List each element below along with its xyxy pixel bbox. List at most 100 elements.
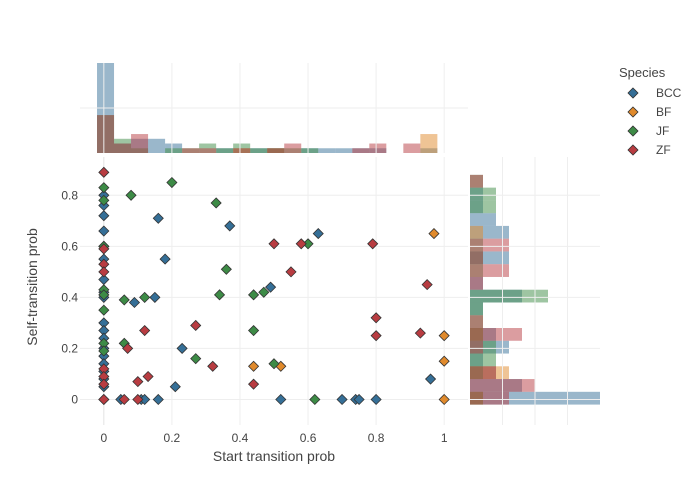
axis-ticks: 0 0.2 0.4 0.6 0.8 1 0 0.2 0.4 0.6 0.8 [61, 188, 448, 445]
scatter-point-jf [213, 289, 226, 301]
scatter-point-bcc [424, 373, 437, 385]
scatter-point-bcc [149, 291, 161, 303]
scatter-point-jf [309, 393, 321, 406]
top-hist-bar [420, 134, 438, 153]
top-hist-bar [369, 143, 387, 153]
x-tick-label: 0 [100, 431, 107, 445]
legend: Species BCC BF JF ZF [619, 65, 682, 157]
top-hist-bar [216, 148, 234, 153]
legend-label-jf: JF [656, 124, 669, 138]
scatter-point-bcc [152, 393, 164, 406]
top-hist-bar [199, 148, 217, 153]
scatter-point-zf [132, 393, 144, 406]
right-hist-bar [470, 302, 483, 316]
scatter-point-bcc [98, 225, 110, 237]
x-tick-label: 0.8 [368, 431, 385, 445]
top-hist-bar [233, 148, 251, 153]
scatter-point-bcc [275, 393, 287, 406]
top-hist-bar [131, 134, 149, 153]
plot-points [98, 166, 450, 406]
scatter-point-jf [190, 353, 202, 365]
right-hist-bar [470, 264, 509, 277]
scatter-point-bf [428, 228, 440, 240]
legend-label-bf: BF [656, 105, 671, 119]
scatter-point-bf [438, 355, 450, 367]
legend-title: Species [619, 65, 666, 80]
legend-marker-bcc [627, 87, 639, 99]
plot-grid [80, 63, 600, 425]
scatter-point-bcc [159, 253, 171, 265]
scatter-point-zf [285, 266, 297, 278]
y-tick-label: 0.4 [61, 290, 78, 304]
scatter-point-zf [98, 378, 110, 390]
top-hist-bar [97, 115, 115, 153]
scatter-point-zf [421, 279, 433, 291]
scatter-point-jf [98, 182, 110, 194]
right-hist-bar [470, 174, 483, 188]
scatter-point-zf [414, 327, 426, 339]
scatter-point-zf [248, 378, 260, 390]
y-tick-label: 0.2 [61, 341, 78, 355]
y-tick-label: 0.8 [61, 188, 78, 202]
scatter-point-zf [139, 324, 151, 337]
scatter-point-zf [98, 266, 110, 278]
right-hist-bar [470, 289, 548, 303]
scatter-point-zf [190, 319, 202, 332]
scatter-point-bcc [224, 220, 236, 232]
right-hist-bar [470, 251, 483, 265]
scatter-point-bcc [152, 212, 164, 224]
legend-label-zf: ZF [656, 143, 671, 157]
scatter-point-bcc [98, 210, 110, 222]
right-hist-bar [470, 225, 483, 239]
scatter-point-jf [98, 304, 110, 316]
scatter-point-jf [220, 263, 232, 275]
top-hist-bar [148, 138, 166, 153]
scatter-point-zf [367, 238, 379, 250]
top-hist-bar [114, 143, 132, 153]
scatter-point-zf [370, 312, 382, 324]
scatter-point-jf [268, 358, 280, 370]
top-hist-bar [284, 143, 302, 153]
scatter-point-zf [142, 370, 154, 383]
right-hist-bar [470, 238, 509, 252]
scatter-point-bf [438, 330, 450, 342]
scatter-point-zf [98, 393, 110, 406]
scatter-point-zf [132, 376, 144, 388]
right-hist-bar [470, 187, 496, 201]
scatter-point-jf [248, 289, 260, 301]
scatter-point-jf [98, 289, 110, 301]
top-hist-bar [301, 148, 319, 153]
scatter-point-jf [210, 197, 222, 209]
scatter-point-bf [438, 393, 450, 406]
x-tick-label: 1 [441, 431, 448, 445]
scatter-point-bcc [176, 342, 188, 354]
scatter-point-jf [98, 194, 110, 206]
scatter-point-jf [248, 324, 260, 337]
scatter-point-zf [98, 166, 110, 178]
scatter-point-bcc [312, 228, 324, 240]
top-hist-bar [182, 148, 200, 153]
scatter-point-zf [207, 360, 219, 372]
scatter-point-bcc [336, 393, 348, 406]
scatter-point-bcc [353, 393, 365, 406]
scatter-point-zf [370, 330, 382, 342]
right-hist-bar [470, 328, 522, 341]
top-hist-bar [250, 148, 268, 153]
scatter-point-bcc [169, 381, 181, 393]
y-tick-label: 0.6 [61, 239, 78, 253]
right-hist-bar [470, 213, 496, 226]
scatter-point-jf [125, 189, 137, 201]
top-hist-bar [165, 148, 183, 153]
top-hist-bar [352, 148, 370, 153]
y-tick-label: 0 [71, 392, 78, 406]
right-hist-bar [470, 353, 496, 367]
scatter-point-zf [122, 342, 134, 354]
scatter-point-jf [139, 291, 151, 303]
x-tick-label: 0.4 [232, 431, 249, 445]
scatter-point-jf [118, 294, 130, 306]
legend-marker-jf [627, 125, 639, 137]
scatter-point-zf [98, 243, 110, 255]
legend-marker-zf [627, 144, 639, 156]
right-hist-bar [470, 340, 483, 354]
x-axis-title: Start transition prob [213, 448, 335, 464]
